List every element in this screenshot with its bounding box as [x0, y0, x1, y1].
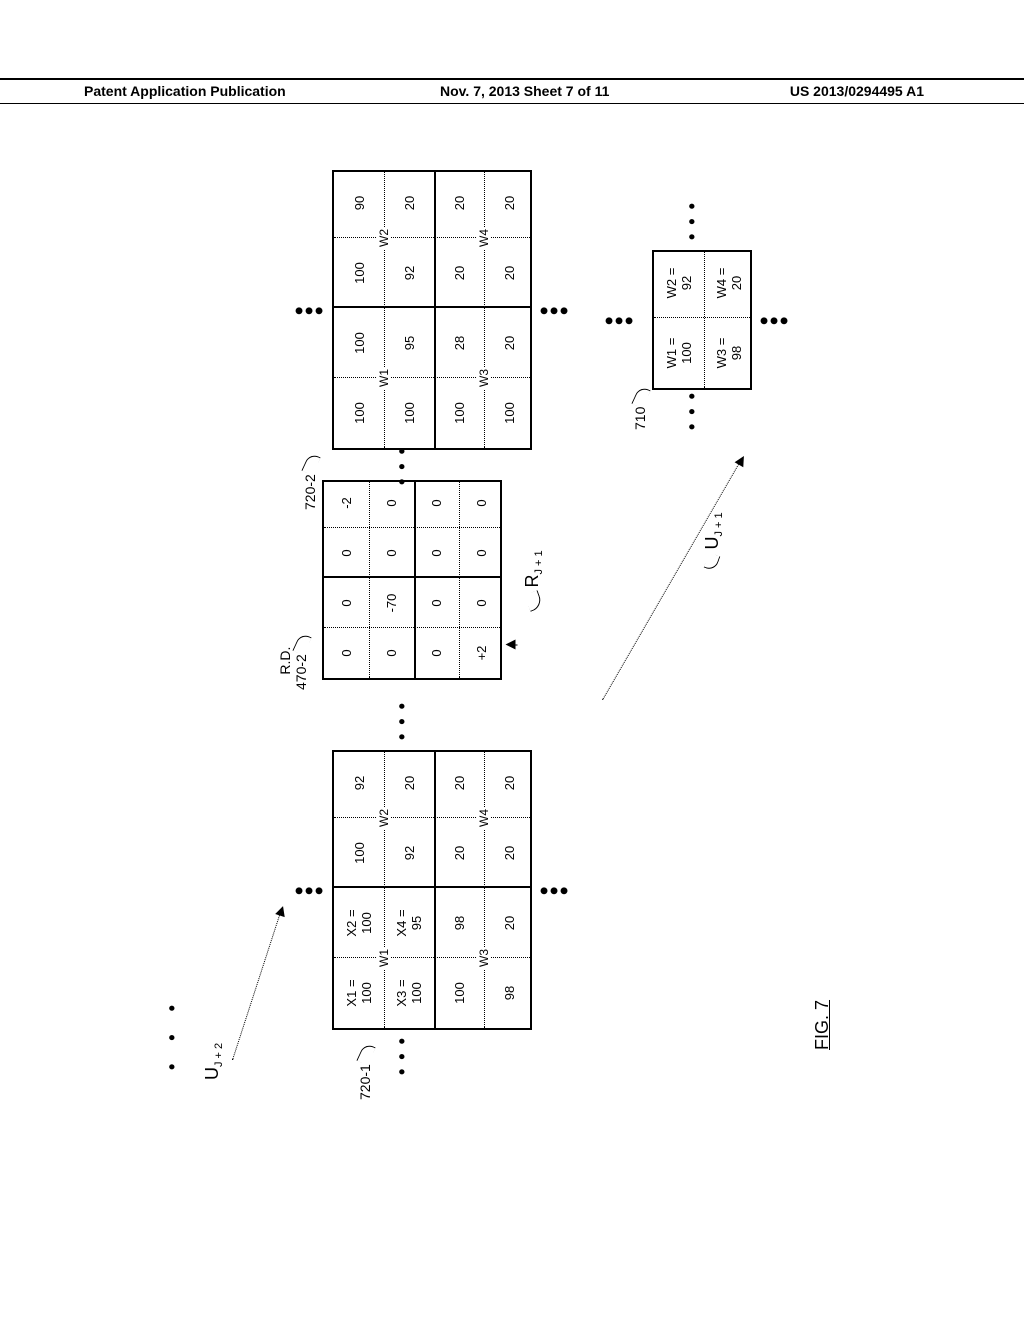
matrix-cell: W3 = 98 — [704, 318, 754, 388]
matrix-cell: 0 — [324, 628, 369, 678]
ellipsis-v: ••• — [542, 885, 572, 895]
matrix-cell: X3 = 100 — [384, 958, 434, 1028]
matrix-cell: 98 — [484, 958, 534, 1028]
matrix-cell: 0 — [459, 478, 504, 528]
w-label: W2 — [377, 227, 391, 249]
matrix-cell: -70 — [369, 578, 414, 628]
ellipsis-dots: • • • — [392, 1036, 413, 1075]
w-label: W3 — [477, 947, 491, 969]
u-j1-label: UJ + 1 — [702, 512, 725, 570]
leader-tick-icon — [302, 453, 321, 476]
matrix-cell: 20 — [384, 748, 434, 818]
matrix-cell: +2 — [459, 628, 504, 678]
matrix-cell: X4 = 95 — [384, 888, 434, 958]
matrix-cell: 0 — [414, 578, 459, 628]
matrix-cell: W1 = 100 — [654, 318, 704, 388]
leader-tick-icon — [293, 633, 312, 656]
matrix-cell: 20 — [484, 818, 534, 888]
matrix-cell: 20 — [484, 168, 534, 238]
w-label: W4 — [477, 227, 491, 249]
ellipsis-v: ••• — [297, 305, 327, 315]
ref-720-1: 720-1 — [357, 1041, 373, 1100]
u-j2-label: UJ + 2 — [202, 1043, 225, 1080]
header-center: Nov. 7, 2013 Sheet 7 of 11 — [440, 83, 609, 99]
ellipsis-dots: • • • — [392, 701, 413, 740]
r-subscript: J + 1 — [533, 550, 545, 574]
ellipsis-dots: • • • — [682, 391, 703, 430]
matrix-cell: 0 — [324, 528, 369, 578]
matrix-cell: 0 — [369, 478, 414, 528]
ref-470-2: R.D. 470-2 — [277, 631, 309, 690]
ellipsis-v: ••• — [607, 315, 637, 325]
ref-720-2: 720-2 — [302, 451, 318, 510]
matrix-cell: 0 — [414, 528, 459, 578]
page-header: Patent Application Publication Nov. 7, 2… — [0, 78, 1024, 104]
ellipsis-v: ••• — [542, 305, 572, 315]
matrix-cell: -2 — [324, 478, 369, 528]
r-j1-label: RJ + 1 — [522, 550, 545, 610]
matrix-cell: 100 — [384, 378, 434, 448]
arrow-uj1 — [602, 457, 743, 700]
header-right: US 2013/0294495 A1 — [790, 83, 924, 99]
matrix-cell: 20 — [384, 168, 434, 238]
matrix-cell: 92 — [384, 238, 434, 308]
matrix-cell: W4 = 20 — [704, 248, 754, 318]
matrix-cell: 20 — [484, 888, 534, 958]
matrix-cell: 0 — [369, 628, 414, 678]
matrix-cell: 0 — [324, 578, 369, 628]
ellipsis-dots: • • • — [392, 446, 413, 485]
u-letter: U — [202, 1067, 222, 1080]
arrow-up-icon — [508, 645, 518, 646]
leader-tick-icon — [357, 1043, 376, 1066]
ellipsis-v: ••• — [297, 885, 327, 895]
matrix-cell: 20 — [484, 238, 534, 308]
w-label: W1 — [377, 367, 391, 389]
matrix-cell: 95 — [384, 308, 434, 378]
leader-tick-icon — [704, 552, 721, 571]
matrix-cell: 0 — [369, 528, 414, 578]
matrix-cell: 0 — [414, 628, 459, 678]
w-label: W1 — [377, 947, 391, 969]
figure-rotated-wrapper: • • • UJ + 2 720-1 • • • X1 = 100X2 = 10… — [162, 170, 862, 1130]
matrix-cell: 100 — [484, 378, 534, 448]
matrix-cell: 0 — [414, 478, 459, 528]
matrix-cell: 92 — [384, 818, 434, 888]
matrix-cell: W2 = 92 — [654, 248, 704, 318]
matrix-470-2: 000-20-70000000+2000 — [322, 480, 502, 680]
matrix-cell: 20 — [484, 308, 534, 378]
matrix-720-2: 10010010090100959220100282020100202020W1… — [332, 170, 532, 450]
ellipsis-v: ••• — [762, 315, 792, 325]
ellipsis-dots: • • • — [162, 1003, 183, 1070]
leader-tick-icon — [524, 590, 543, 612]
u-subscript: J + 2 — [213, 1043, 225, 1067]
header-left: Patent Application Publication — [84, 83, 286, 99]
arrow-uj2 — [232, 908, 282, 1060]
ref-710: 710 — [632, 384, 648, 430]
matrix-cell: 0 — [459, 528, 504, 578]
figure: • • • UJ + 2 720-1 • • • X1 = 100X2 = 10… — [162, 170, 862, 1130]
u-subscript: J + 1 — [713, 512, 725, 536]
matrix-720-1: X1 = 100X2 = 10010092X3 = 100X4 = 959220… — [332, 750, 532, 1030]
ellipsis-dots: • • • — [682, 201, 703, 240]
w-label: W3 — [477, 367, 491, 389]
matrix-710: W1 = 100W2 = 92W3 = 98W4 = 20 — [652, 250, 752, 390]
leader-tick-icon — [632, 385, 651, 408]
w-label: W4 — [477, 807, 491, 829]
figure-caption: FIG. 7 — [812, 1000, 833, 1050]
matrix-cell: 20 — [484, 748, 534, 818]
w-label: W2 — [377, 807, 391, 829]
u-letter: U — [702, 537, 722, 550]
r-letter: R — [522, 575, 542, 588]
matrix-cell: 0 — [459, 578, 504, 628]
